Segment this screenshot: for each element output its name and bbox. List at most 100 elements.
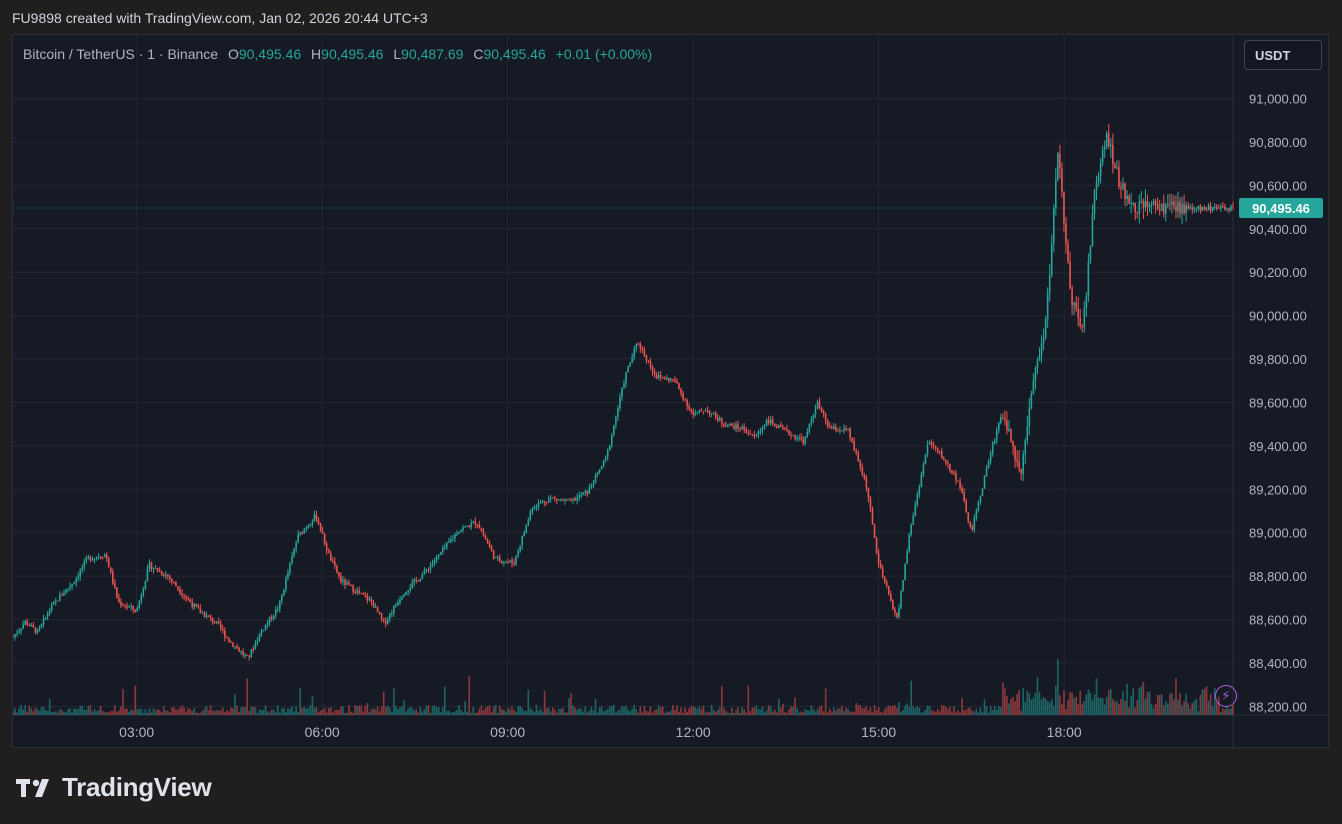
volume-bar: [523, 710, 526, 715]
candle-body: [460, 529, 462, 532]
volume-bar: [464, 701, 466, 715]
volume-bar: [1224, 709, 1226, 715]
volume-bar: [162, 706, 165, 715]
volume-bar: [1219, 712, 1222, 715]
volume-bar: [932, 710, 935, 715]
candle-body: [362, 592, 365, 595]
candle-body: [869, 498, 872, 510]
candle-body: [586, 491, 589, 494]
volume-bar: [633, 705, 636, 715]
volume-bar: [364, 705, 367, 715]
candle-body: [441, 547, 444, 553]
volume-bar: [319, 710, 322, 715]
candle-body: [364, 594, 367, 597]
volume-bar: [166, 710, 169, 715]
candle-body: [692, 411, 695, 416]
candle-body: [95, 557, 98, 559]
x-tick-label: 15:00: [861, 724, 896, 740]
candle-body: [1140, 200, 1143, 202]
volume-bar: [857, 705, 860, 715]
volume-bar: [912, 705, 915, 715]
volume-bar: [164, 710, 167, 715]
candle-body: [75, 578, 77, 583]
volume-bar: [1006, 696, 1008, 715]
candle-body: [311, 521, 314, 525]
price-chart[interactable]: 91,000.00 90,800.00 90,600.00 90,400.00 90,2…: [13, 35, 1330, 749]
candle-body: [871, 509, 874, 524]
candle-body: [757, 431, 760, 435]
candle-body: [342, 579, 344, 582]
y-tick-label: 90,000.00: [1249, 309, 1307, 324]
candle-body: [1211, 207, 1214, 211]
candle-body: [146, 568, 149, 581]
volume-bar: [297, 712, 299, 715]
candle-body: [841, 430, 843, 432]
candle-body: [187, 598, 189, 600]
volume-bar: [1142, 682, 1145, 715]
volume-bar: [843, 711, 845, 715]
volume-bar: [588, 710, 591, 715]
candle-body: [276, 609, 279, 611]
candle-body: [991, 442, 994, 454]
volume-bar: [949, 706, 951, 715]
volume-bar: [309, 705, 312, 715]
volume-bar: [749, 711, 752, 715]
candle-body: [18, 630, 20, 634]
candle-body: [747, 432, 750, 434]
currency-button[interactable]: USDT: [1244, 40, 1322, 70]
candle-body: [183, 595, 185, 597]
volume-bar: [246, 678, 249, 715]
volume-bar: [517, 706, 519, 715]
volume-bar: [918, 707, 921, 715]
candle-body: [894, 609, 896, 613]
volume-bar: [539, 708, 542, 715]
candle-body: [401, 596, 403, 600]
volume-bar: [979, 707, 982, 715]
volume-bar: [77, 709, 79, 715]
candle-body: [101, 557, 104, 559]
volume-bar: [647, 711, 650, 715]
candle-body: [606, 450, 609, 457]
volume-bar: [63, 711, 65, 715]
candle-body: [301, 532, 304, 534]
candle-body: [54, 600, 57, 603]
volume-bar: [863, 707, 866, 715]
volume-bar: [173, 706, 175, 715]
candle-body: [1006, 420, 1008, 431]
candle-body: [637, 343, 640, 345]
volume-bar: [938, 711, 941, 715]
volume-bar: [665, 711, 668, 715]
volume-bar: [285, 711, 287, 715]
volume-bar: [252, 706, 255, 715]
volume-bar: [985, 705, 988, 715]
candle-body: [610, 434, 613, 446]
candle-body: [303, 529, 306, 534]
volume-bar: [478, 708, 481, 715]
candle-body: [755, 434, 758, 436]
volume-bar: [142, 712, 145, 715]
y-tick-label: 90,400.00: [1249, 222, 1307, 237]
candle-body: [647, 360, 650, 362]
volume-bar: [99, 705, 102, 715]
volume-bar: [67, 709, 69, 715]
x-tick-label: 03:00: [119, 724, 154, 740]
volume-bar: [1095, 678, 1098, 715]
candle-body: [710, 413, 713, 415]
candle-body: [1116, 167, 1118, 169]
candle-body: [250, 649, 253, 658]
candle-body: [378, 612, 381, 614]
volume-bar: [276, 705, 279, 715]
volume-bar: [981, 712, 984, 715]
lightning-icon[interactable]: ⚡: [1215, 685, 1237, 707]
volume-bar: [26, 711, 29, 715]
candle-body: [910, 524, 912, 535]
chart-panel[interactable]: 91,000.00 90,800.00 90,600.00 90,400.00 90,2…: [12, 34, 1330, 749]
candle-body: [568, 499, 570, 501]
volume-bar: [177, 709, 179, 715]
candle-body: [450, 539, 452, 542]
volume-bar: [1189, 708, 1192, 715]
candle-body: [623, 383, 625, 388]
candle-body: [1048, 275, 1051, 294]
candle-body: [720, 418, 723, 424]
candle-body: [1160, 203, 1163, 211]
